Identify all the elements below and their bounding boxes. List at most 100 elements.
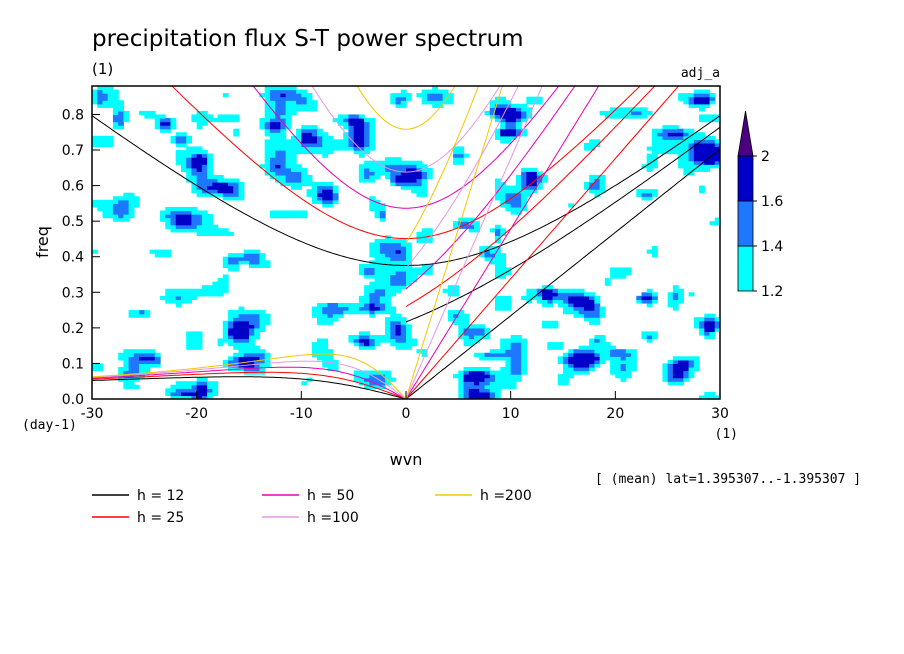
power-cell (589, 185, 595, 190)
power-cell (311, 342, 318, 347)
power-cell (463, 384, 470, 389)
power-cell (379, 310, 386, 315)
power-cell (170, 388, 177, 393)
power-cell (589, 317, 595, 322)
power-cell (510, 192, 517, 197)
power-cell (385, 334, 391, 340)
power-cell (578, 352, 585, 357)
power-cell (547, 345, 554, 350)
power-cell (494, 260, 501, 265)
power-cell (374, 299, 381, 304)
power-cell (264, 103, 271, 108)
power-cell (688, 160, 695, 165)
power-cell (191, 189, 198, 194)
power-cell (233, 334, 240, 340)
power-cell (489, 374, 496, 379)
power-cell (170, 118, 177, 123)
power-cell (102, 199, 109, 204)
power-cell (620, 267, 627, 272)
power-cell (515, 363, 522, 368)
power-cell (515, 192, 522, 197)
power-cell (489, 395, 496, 399)
power-cell (557, 299, 564, 304)
power-cell (704, 317, 711, 322)
power-cell (688, 135, 695, 140)
power-cell (426, 96, 433, 101)
power-cell (317, 132, 323, 137)
power-cell (186, 221, 193, 226)
power-cell (290, 86, 297, 91)
power-cell (505, 295, 512, 301)
power-cell (353, 121, 360, 126)
inertia-gravity-curve (356, 86, 456, 130)
power-cell (610, 114, 616, 119)
power-cell (678, 160, 684, 165)
chart-subtitle-right: adj_a (681, 66, 720, 81)
power-cell (390, 93, 397, 98)
power-cell (285, 110, 292, 116)
power-cell (610, 352, 616, 357)
power-cell (699, 327, 705, 333)
power-cell (521, 114, 527, 119)
power-cell (510, 103, 517, 108)
power-cell (306, 96, 313, 101)
power-cell (447, 288, 454, 293)
power-cell (212, 189, 219, 194)
power-cell (421, 89, 428, 94)
power-cell (238, 345, 245, 350)
power-cell (620, 356, 627, 361)
power-cell (112, 199, 119, 204)
power-cell (322, 317, 329, 322)
power-cell (269, 132, 276, 137)
power-cell (128, 366, 135, 372)
power-cell (374, 167, 381, 172)
power-cell (228, 185, 234, 190)
power-cell (123, 110, 130, 116)
power-cell (672, 295, 679, 301)
power-cell (385, 164, 391, 169)
power-cell (285, 150, 292, 155)
power-cell (510, 121, 517, 126)
power-cell (688, 356, 695, 361)
power-cell (505, 270, 512, 276)
power-cell (201, 228, 208, 233)
power-cell (243, 256, 250, 261)
power-cell (406, 96, 412, 101)
power-cell (693, 139, 700, 144)
power-cell (275, 100, 281, 105)
power-cell (510, 370, 517, 375)
power-cell (688, 103, 695, 108)
power-cell (672, 292, 679, 297)
power-cell (563, 288, 569, 293)
power-cell (479, 395, 486, 399)
power-cell (160, 210, 166, 215)
power-cell (311, 306, 318, 311)
power-cell (515, 374, 522, 379)
power-cell (688, 157, 695, 162)
power-cell (249, 320, 255, 325)
power-cell (458, 381, 465, 386)
power-cell (536, 100, 543, 105)
power-cell (557, 356, 564, 361)
power-cell (468, 388, 475, 393)
power-cell (458, 395, 465, 399)
power-cell (228, 192, 234, 197)
power-cell (714, 217, 720, 222)
power-cell (390, 157, 397, 162)
power-cell (620, 374, 627, 379)
power-cell (186, 388, 193, 393)
power-cell (458, 310, 465, 315)
power-cell (479, 374, 486, 379)
power-cell (92, 203, 98, 208)
power-cell (385, 327, 391, 333)
power-cell (118, 103, 124, 108)
power-cell (228, 366, 234, 372)
x-axis-label: wvn (390, 450, 423, 469)
power-cell (395, 242, 402, 247)
power-cell (317, 317, 323, 322)
power-cell (416, 174, 423, 180)
power-cell (180, 150, 187, 155)
power-cell (222, 363, 229, 368)
power-cell (254, 263, 261, 268)
power-cell (458, 153, 465, 158)
